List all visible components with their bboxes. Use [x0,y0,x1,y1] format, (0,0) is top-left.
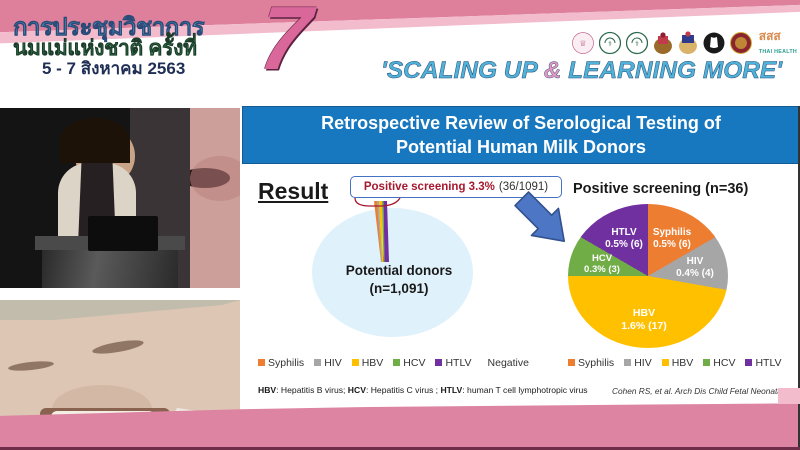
svg-text:⚕: ⚕ [608,40,612,48]
svg-text:⚕: ⚕ [635,40,639,48]
svg-text:♕: ♕ [579,39,586,48]
